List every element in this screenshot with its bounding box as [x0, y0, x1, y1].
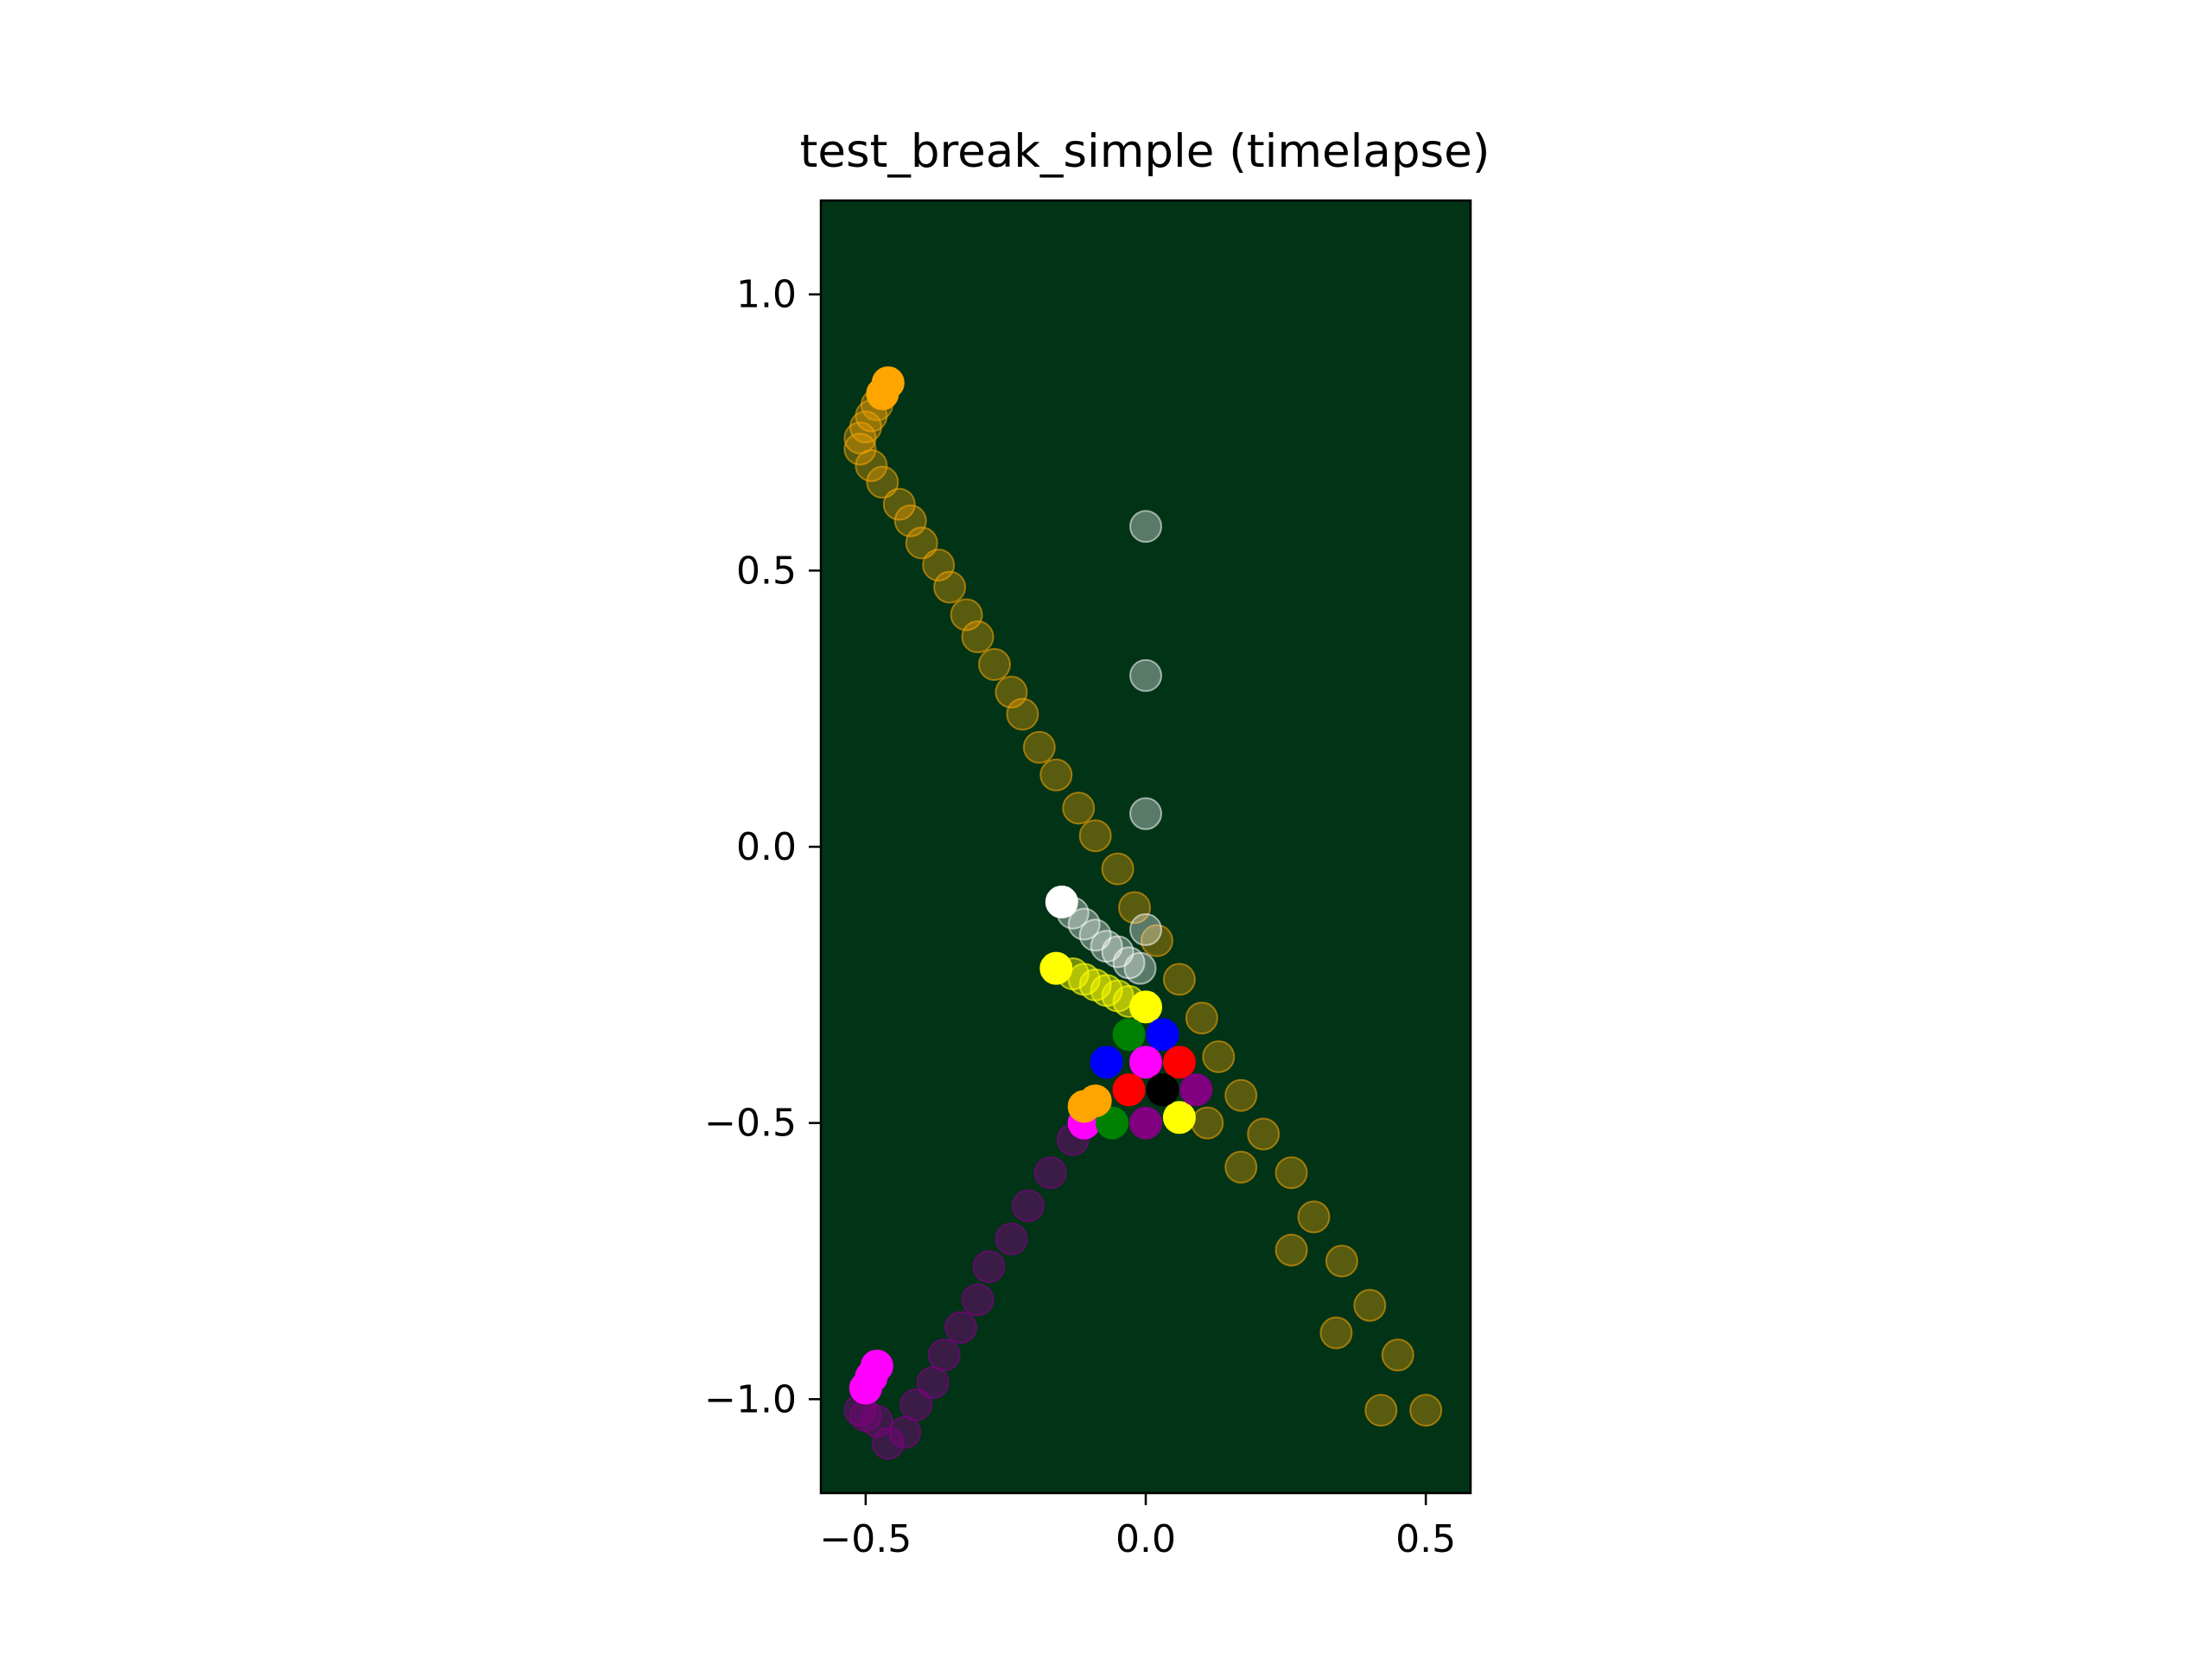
data-point-s3-p6 [916, 1366, 950, 1400]
y-axis: 1.0 0.5 0.0 −0.5 −1.0 [704, 273, 821, 1421]
data-point-s3-p8 [944, 1311, 978, 1344]
data-point-s0-p24 [1162, 963, 1196, 996]
x-tick-label-1: 0.0 [1116, 1517, 1176, 1561]
data-point-s3-p12 [1011, 1189, 1045, 1223]
data-point-s12-p1 [1112, 1073, 1146, 1107]
x-tick-label-2: 0.5 [1395, 1517, 1456, 1561]
y-tick-label-3: −0.5 [704, 1102, 797, 1146]
data-point-s3-p3 [871, 1427, 905, 1460]
data-point-s3-p10 [972, 1249, 1006, 1283]
data-point-s5-p10 [1123, 951, 1157, 985]
data-point-s0-p17 [1022, 730, 1056, 764]
data-point-s15-p1 [1067, 1090, 1101, 1123]
data-point-s0-p6 [866, 466, 899, 499]
data-point-s0-p28 [1247, 1117, 1281, 1151]
data-point-s0-p9 [905, 526, 938, 560]
data-point-s3-p9 [961, 1283, 995, 1317]
data-point-s5-p3 [1129, 912, 1162, 946]
data-point-s8-p2 [1162, 1101, 1196, 1135]
data-point-s2-p3 [1319, 1316, 1353, 1350]
data-point-s0-p11 [933, 570, 967, 604]
x-axis: −0.5 0.0 0.5 [819, 1493, 1456, 1561]
data-point-s8-p0 [1039, 951, 1073, 985]
data-point-s0-p4 [843, 432, 877, 466]
data-point-s9-p1 [1096, 1106, 1129, 1140]
data-point-s11-p0 [1129, 1046, 1162, 1079]
data-point-s8-p1 [1129, 990, 1162, 1024]
data-point-s0-p31 [1325, 1244, 1358, 1278]
data-point-s14-p1 [1129, 1106, 1162, 1140]
data-point-s0-p16 [1006, 697, 1039, 731]
data-point-s0-p32 [1353, 1288, 1387, 1322]
data-point-s6-p0 [1045, 885, 1078, 918]
data-point-s2-p0 [1191, 1106, 1224, 1140]
data-point-s12-p0 [1162, 1046, 1196, 1079]
data-points [843, 365, 1443, 1460]
data-point-s0-p14 [977, 648, 1011, 682]
data-point-s0-p18 [1039, 758, 1073, 791]
data-point-s14-p0 [1179, 1073, 1213, 1107]
data-point-s3-p13 [1033, 1156, 1067, 1190]
y-tick-label-1: 0.5 [736, 549, 797, 593]
data-point-s3-p4 [888, 1415, 922, 1449]
data-point-s0-p26 [1202, 1039, 1236, 1073]
data-point-s0-p3 [843, 421, 877, 454]
data-point-s1-p1 [866, 377, 899, 410]
data-point-s0-p27 [1224, 1078, 1258, 1112]
data-point-s5-p1 [1129, 658, 1162, 692]
data-point-s3-p11 [995, 1222, 1028, 1255]
y-tick-label-0: 1.0 [736, 273, 797, 317]
data-point-s0-p33 [1381, 1338, 1414, 1372]
data-point-s10-p1 [1090, 1046, 1123, 1079]
chart-title: test_break_simple (timelapse) [800, 125, 1491, 178]
y-tick-label-2: 0.0 [736, 825, 797, 869]
data-point-s0-p19 [1062, 791, 1096, 825]
data-point-s9-p0 [1112, 1018, 1146, 1052]
data-point-s0-p34 [1409, 1394, 1443, 1427]
data-point-s13-p0 [1146, 1073, 1179, 1107]
data-point-s2-p4 [1364, 1394, 1398, 1427]
data-point-s4-p2 [849, 1371, 882, 1405]
data-point-s5-p2 [1129, 797, 1162, 830]
data-point-s0-p20 [1078, 819, 1112, 853]
data-point-s2-p2 [1274, 1233, 1308, 1267]
data-point-s0-p30 [1297, 1200, 1331, 1234]
data-point-s0-p5 [855, 448, 888, 482]
data-point-s3-p7 [927, 1338, 961, 1372]
data-point-s3-p5 [899, 1388, 933, 1421]
data-point-s0-p21 [1101, 852, 1135, 886]
data-point-s0-p25 [1185, 1001, 1218, 1035]
x-tick-label-0: −0.5 [819, 1517, 912, 1561]
data-point-s5-p0 [1129, 510, 1162, 543]
data-point-s2-p1 [1224, 1150, 1258, 1184]
plot-area [821, 200, 1471, 1493]
data-point-s10-p0 [1146, 1018, 1179, 1052]
data-point-s0-p7 [882, 487, 916, 521]
data-point-s0-p13 [961, 620, 995, 654]
y-tick-label-4: −1.0 [704, 1377, 797, 1421]
data-point-s0-p29 [1274, 1156, 1308, 1190]
